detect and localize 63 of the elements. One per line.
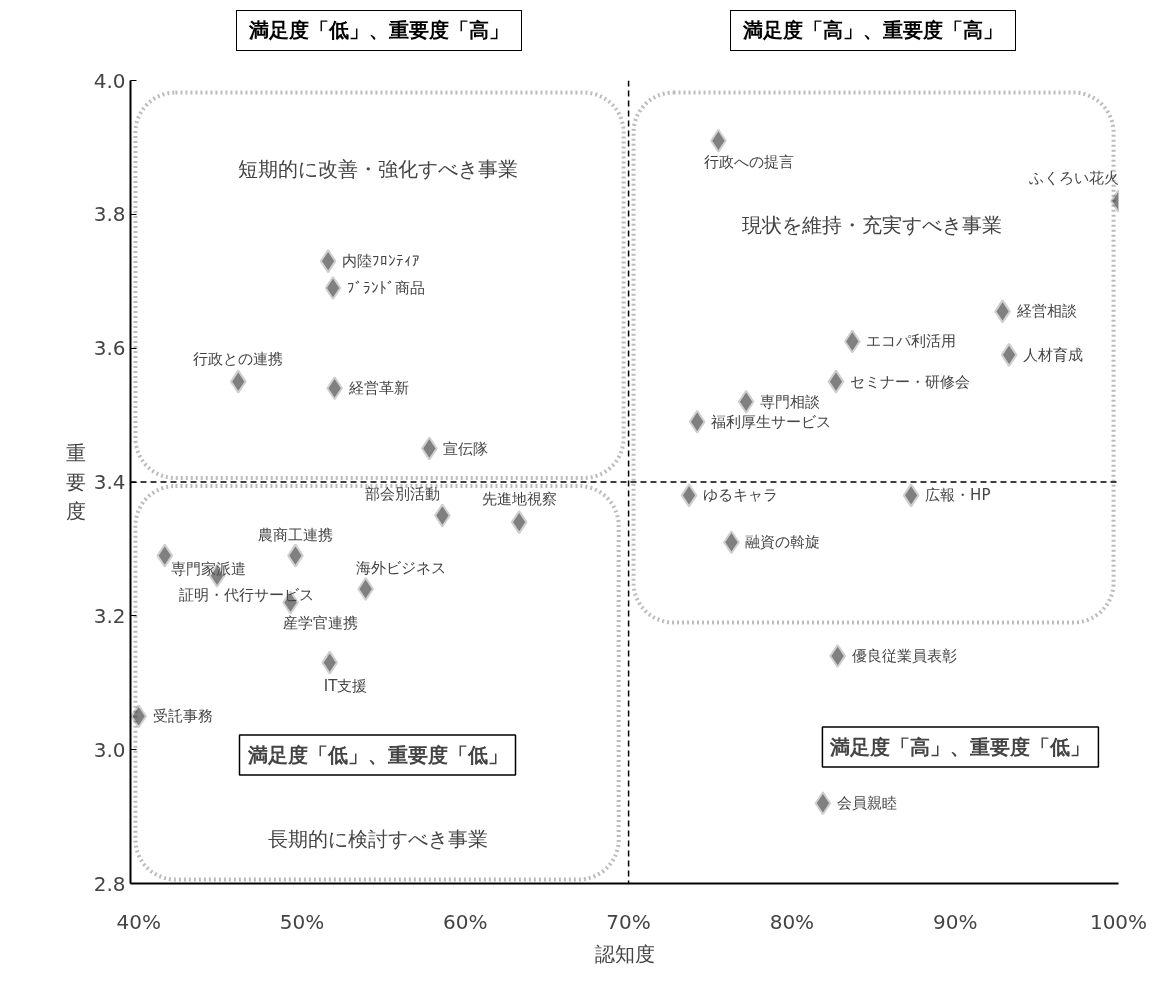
annotation: 産学官連携: [282, 614, 358, 633]
annotation: ﾌﾞﾗﾝﾄﾞ商品: [347, 278, 425, 297]
annotation: 内陸ﾌﾛﾝﾃｨｱ: [342, 252, 421, 271]
annotation: 受託事務: [152, 707, 213, 726]
annotation: 満足度「低」、重要度「低」: [246, 743, 508, 768]
x-tick-label: 40%: [116, 909, 161, 934]
x-tick-label: 100%: [1089, 909, 1148, 934]
point: [737, 389, 755, 414]
point: [229, 369, 247, 394]
annotation: 専門相談: [760, 392, 821, 411]
annotation: 経営相談: [1015, 302, 1077, 321]
annotation: 長期的に検討すべき事業: [267, 827, 488, 852]
annotation: 先進地視察: [481, 490, 557, 509]
annotation: 農商工連携: [257, 525, 333, 544]
x-tick-label: 80%: [769, 909, 815, 934]
point: [319, 249, 337, 274]
y-tick-label: 4.0: [93, 68, 126, 93]
point: [510, 510, 528, 535]
annotation: 行政への提言: [704, 152, 795, 171]
annotation: ふくろい花火: [1027, 168, 1119, 187]
annotation: IT支援: [323, 676, 368, 695]
annotation: 証明・代行サービス: [179, 585, 315, 604]
annotation: 融資の斡旋: [745, 533, 821, 552]
annotation: 部会別活動: [365, 485, 441, 504]
y-tick-label: 3.2: [93, 603, 126, 628]
y-axis-title: 重要度: [65, 441, 86, 523]
point: [688, 409, 706, 434]
annotation: 専門家派遣: [170, 559, 246, 578]
point: [680, 483, 698, 508]
annotation: ゆるキャラ: [703, 486, 779, 505]
annotation: 現状を維持・充実すべき事業: [741, 213, 1002, 238]
y-tick-label: 3.0: [93, 737, 126, 762]
y-tick-label: 3.6: [93, 336, 126, 361]
point: [827, 369, 845, 394]
annotation: 行政との連携: [193, 349, 284, 368]
annotation: 優良従業員表彰: [851, 646, 957, 665]
x-tick-label: 60%: [443, 909, 488, 934]
point: [902, 483, 920, 508]
point: [324, 275, 342, 300]
annotation: セミナー・研修会: [849, 372, 970, 391]
y-tick-label: 3.8: [93, 202, 126, 227]
annotation: エコパ利活用: [866, 332, 957, 351]
annotation: 短期的に改善・強化すべき事業: [237, 156, 518, 181]
point: [321, 650, 339, 675]
x-tick-label: 50%: [279, 909, 325, 934]
annotation: 海外ビジネス: [355, 559, 446, 578]
text: 満足度「低」、重要度「高」: [236, 10, 522, 51]
annotation: 福利厚生サービス: [711, 412, 832, 431]
x-tick-label: 90%: [932, 909, 978, 934]
y-tick-label: 3.4: [93, 470, 126, 494]
annotation: 人材育成: [1023, 345, 1084, 364]
text: 満足度「高」、重要度「高」: [730, 10, 1016, 51]
point: [843, 329, 861, 354]
annotation: 広報・HP: [925, 486, 991, 505]
annotation: 経営革新: [347, 379, 409, 398]
point: [1000, 342, 1018, 367]
point: [814, 791, 832, 816]
annotation: 会員親睦: [836, 794, 897, 813]
x-axis-title: 認知度: [594, 941, 655, 966]
y-tick-label: 2.8: [93, 871, 126, 896]
x-tick-label: 70%: [606, 909, 651, 934]
annotation: 満足度「高」、重要度「低」: [829, 734, 1091, 759]
annotation: 宣伝隊: [443, 439, 489, 458]
